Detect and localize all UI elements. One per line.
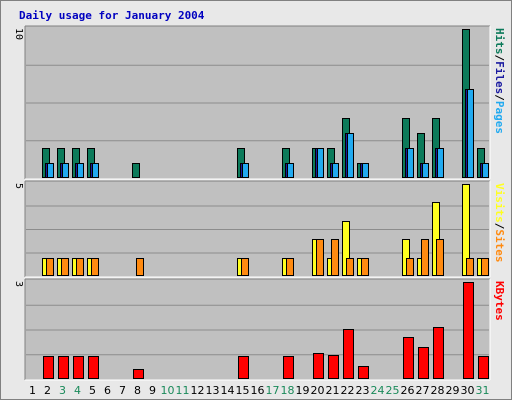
pages-bar-day-5 xyxy=(92,163,99,178)
panel-kbytes-ymax-label: 3 xyxy=(13,281,24,287)
legend-entry: Files xyxy=(493,61,506,94)
sites-bar-day-4 xyxy=(76,258,84,276)
hits-bar-day-8 xyxy=(132,163,140,178)
pages-bar-day-4 xyxy=(77,163,84,178)
kbytes-bar-day-20 xyxy=(313,353,324,379)
kbytes-bar-day-22 xyxy=(343,329,354,379)
day-label-30: 30 xyxy=(461,384,475,397)
pages-bar-day-26 xyxy=(407,148,414,178)
legend-entry: Visits xyxy=(493,183,506,223)
day-label-18: 18 xyxy=(281,384,295,397)
sites-bar-day-28 xyxy=(436,239,444,276)
day-label-14: 14 xyxy=(221,384,235,397)
day-label-31: 31 xyxy=(476,384,490,397)
kbytes-bar-day-15 xyxy=(238,356,249,379)
pages-bar-day-21 xyxy=(332,163,339,178)
pages-bar-day-3 xyxy=(62,163,69,178)
kbytes-bar-day-28 xyxy=(433,327,444,379)
kbytes-bar-day-26 xyxy=(403,337,414,379)
sites-bar-day-31 xyxy=(481,258,489,276)
day-label-7: 7 xyxy=(119,384,126,397)
pages-bar-day-28 xyxy=(437,148,444,178)
chart-title: Daily usage for January 2004 xyxy=(19,9,205,22)
sites-bar-day-20 xyxy=(316,239,324,276)
day-label-4: 4 xyxy=(74,384,81,397)
day-label-3: 3 xyxy=(59,384,66,397)
day-label-29: 29 xyxy=(446,384,460,397)
day-label-27: 27 xyxy=(416,384,430,397)
kbytes-bar-day-2 xyxy=(43,356,54,379)
panel-hits-ymax-label: 10 xyxy=(13,28,24,40)
day-label-28: 28 xyxy=(431,384,445,397)
legend-entry: Pages xyxy=(493,101,506,134)
panel-hits-legend: Hits/Files/Pages xyxy=(493,28,506,134)
pages-bar-day-31 xyxy=(482,163,489,178)
day-label-21: 21 xyxy=(326,384,340,397)
day-label-23: 23 xyxy=(356,384,370,397)
panel-visits-ymax-label: 5 xyxy=(13,183,24,189)
day-label-16: 16 xyxy=(251,384,265,397)
pages-bar-day-22 xyxy=(347,133,354,178)
kbytes-bar-day-21 xyxy=(328,355,339,379)
panel-kbytes-legend: KBytes xyxy=(493,281,506,321)
pages-bar-day-15 xyxy=(242,163,249,178)
kbytes-bar-day-23 xyxy=(358,366,369,379)
pages-bar-day-20 xyxy=(317,148,324,178)
day-label-25: 25 xyxy=(386,384,400,397)
kbytes-bar-day-3 xyxy=(58,356,69,379)
day-label-17: 17 xyxy=(266,384,280,397)
sites-bar-day-23 xyxy=(361,258,369,276)
kbytes-bar-day-4 xyxy=(73,356,84,379)
legend-entry: / xyxy=(493,223,506,230)
kbytes-bar-day-8 xyxy=(133,369,144,379)
sites-bar-day-22 xyxy=(346,258,354,276)
pages-bar-day-2 xyxy=(47,163,54,178)
legend-entry: / xyxy=(493,55,506,62)
sites-bar-day-2 xyxy=(46,258,54,276)
day-label-12: 12 xyxy=(191,384,205,397)
legend-entry: / xyxy=(493,94,506,101)
sites-bar-day-26 xyxy=(406,258,414,276)
kbytes-bar-day-31 xyxy=(478,356,489,379)
day-label-11: 11 xyxy=(176,384,190,397)
sites-bar-day-5 xyxy=(91,258,99,276)
day-label-1: 1 xyxy=(29,384,36,397)
day-label-5: 5 xyxy=(89,384,96,397)
sites-bar-day-18 xyxy=(286,258,294,276)
panel-visits-legend: Visits/Sites xyxy=(493,183,506,263)
day-label-13: 13 xyxy=(206,384,220,397)
sites-bar-day-30 xyxy=(466,258,474,276)
kbytes-bar-day-30 xyxy=(463,282,474,379)
pages-bar-day-27 xyxy=(422,163,429,178)
sites-bar-day-3 xyxy=(61,258,69,276)
pages-bar-day-30 xyxy=(467,89,474,178)
sites-bar-day-21 xyxy=(331,239,339,276)
kbytes-bar-day-18 xyxy=(283,356,294,379)
day-label-24: 24 xyxy=(371,384,385,397)
day-label-26: 26 xyxy=(401,384,415,397)
day-label-19: 19 xyxy=(296,384,310,397)
sites-bar-day-8 xyxy=(136,258,144,276)
day-label-6: 6 xyxy=(104,384,111,397)
kbytes-bar-day-27 xyxy=(418,347,429,379)
legend-entry: Hits xyxy=(493,28,506,55)
day-label-15: 15 xyxy=(236,384,250,397)
day-label-2: 2 xyxy=(44,384,51,397)
pages-bar-day-23 xyxy=(362,163,369,178)
pages-bar-day-18 xyxy=(287,163,294,178)
legend-entry: Sites xyxy=(493,229,506,262)
day-label-8: 8 xyxy=(134,384,141,397)
kbytes-bar-day-5 xyxy=(88,356,99,379)
sites-bar-day-27 xyxy=(421,239,429,276)
legend-entry: KBytes xyxy=(493,281,506,321)
day-label-9: 9 xyxy=(149,384,156,397)
day-label-10: 10 xyxy=(161,384,175,397)
sites-bar-day-15 xyxy=(241,258,249,276)
day-label-20: 20 xyxy=(311,384,325,397)
day-label-22: 22 xyxy=(341,384,355,397)
